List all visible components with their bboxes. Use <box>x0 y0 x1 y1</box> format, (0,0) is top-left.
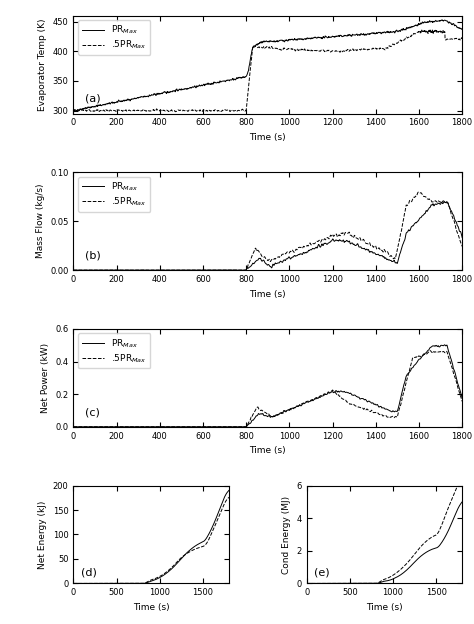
Line: .5PR$_{Max}$: .5PR$_{Max}$ <box>73 192 462 270</box>
Y-axis label: Mass Flow (kg/s): Mass Flow (kg/s) <box>36 184 45 258</box>
PR$_{Max}$ <box>93 102 99 110</box>
PR$_{Max}$ <box>154 90 159 98</box>
.5PR$_{Max}$ <box>428 26 433 34</box>
PR$_{Max}$ <box>93 266 99 274</box>
PR$_{Max}$ <box>444 198 449 205</box>
PR$_{Max}$ <box>216 79 222 87</box>
.5PR$_{Max}$ <box>229 107 235 114</box>
PR$_{Max}$ <box>71 266 76 274</box>
.5PR$_{Max}$ <box>459 35 465 42</box>
Legend: PR$_{Max}$, .5PR$_{Max}$: PR$_{Max}$, .5PR$_{Max}$ <box>78 20 150 55</box>
PR$_{Max}$ <box>154 266 159 274</box>
.5PR$_{Max}$ <box>336 232 342 239</box>
Text: (e): (e) <box>314 568 330 578</box>
.5PR$_{Max}$ <box>93 266 99 274</box>
Y-axis label: Net Energy (kJ): Net Energy (kJ) <box>38 500 47 568</box>
.5PR$_{Max}$ <box>229 266 235 274</box>
.5PR$_{Max}$ <box>216 423 222 431</box>
.5PR$_{Max}$ <box>336 47 342 55</box>
PR$_{Max}$ <box>71 423 76 431</box>
PR$_{Max}$ <box>459 394 465 402</box>
X-axis label: Time (s): Time (s) <box>366 603 403 612</box>
X-axis label: Time (s): Time (s) <box>249 446 286 456</box>
.5PR$_{Max}$ <box>336 391 342 399</box>
PR$_{Max}$ <box>459 234 465 241</box>
Y-axis label: Net Power (kW): Net Power (kW) <box>41 343 50 413</box>
PR$_{Max}$ <box>154 423 159 431</box>
.5PR$_{Max}$ <box>416 188 421 196</box>
PR$_{Max}$ <box>336 32 342 39</box>
PR$_{Max}$ <box>336 236 342 244</box>
PR$_{Max}$ <box>73 107 79 115</box>
Line: .5PR$_{Max}$: .5PR$_{Max}$ <box>73 30 462 112</box>
PR$_{Max}$ <box>216 423 222 431</box>
.5PR$_{Max}$ <box>231 107 237 115</box>
.5PR$_{Max}$ <box>216 107 222 115</box>
Text: (c): (c) <box>85 407 100 417</box>
PR$_{Max}$ <box>93 423 99 431</box>
Legend: PR$_{Max}$, .5PR$_{Max}$: PR$_{Max}$, .5PR$_{Max}$ <box>78 333 150 368</box>
Text: (a): (a) <box>85 94 101 104</box>
PR$_{Max}$ <box>216 266 222 274</box>
Y-axis label: Cond Energy (MJ): Cond Energy (MJ) <box>282 495 291 573</box>
Legend: PR$_{Max}$, .5PR$_{Max}$: PR$_{Max}$, .5PR$_{Max}$ <box>78 177 150 212</box>
.5PR$_{Max}$ <box>93 423 99 431</box>
Line: .5PR$_{Max}$: .5PR$_{Max}$ <box>73 351 462 427</box>
PR$_{Max}$ <box>229 423 235 431</box>
PR$_{Max}$ <box>231 266 237 274</box>
X-axis label: Time (s): Time (s) <box>133 603 170 612</box>
Y-axis label: Evaporator Temp (K): Evaporator Temp (K) <box>38 18 47 111</box>
.5PR$_{Max}$ <box>154 105 159 112</box>
.5PR$_{Max}$ <box>231 423 237 431</box>
X-axis label: Time (s): Time (s) <box>249 133 286 142</box>
PR$_{Max}$ <box>439 16 445 24</box>
.5PR$_{Max}$ <box>154 266 159 274</box>
X-axis label: Time (s): Time (s) <box>249 290 286 298</box>
PR$_{Max}$ <box>459 25 465 32</box>
.5PR$_{Max}$ <box>428 347 433 354</box>
.5PR$_{Max}$ <box>216 266 222 274</box>
PR$_{Max}$ <box>71 107 76 114</box>
.5PR$_{Max}$ <box>71 266 76 274</box>
PR$_{Max}$ <box>71 266 77 274</box>
.5PR$_{Max}$ <box>459 243 465 250</box>
Text: (b): (b) <box>85 250 101 260</box>
.5PR$_{Max}$ <box>229 423 235 431</box>
.5PR$_{Max}$ <box>93 107 99 115</box>
PR$_{Max}$ <box>229 266 235 274</box>
.5PR$_{Max}$ <box>459 397 465 405</box>
.5PR$_{Max}$ <box>106 108 111 115</box>
PR$_{Max}$ <box>231 423 237 431</box>
.5PR$_{Max}$ <box>231 266 237 274</box>
PR$_{Max}$ <box>231 76 237 83</box>
Line: PR$_{Max}$: PR$_{Max}$ <box>73 20 462 111</box>
PR$_{Max}$ <box>336 388 342 396</box>
.5PR$_{Max}$ <box>154 423 159 431</box>
.5PR$_{Max}$ <box>71 423 76 431</box>
PR$_{Max}$ <box>229 76 235 83</box>
.5PR$_{Max}$ <box>71 108 76 115</box>
Text: (d): (d) <box>81 568 97 578</box>
Line: PR$_{Max}$: PR$_{Max}$ <box>73 345 462 427</box>
Line: PR$_{Max}$: PR$_{Max}$ <box>73 202 462 270</box>
PR$_{Max}$ <box>442 341 447 349</box>
